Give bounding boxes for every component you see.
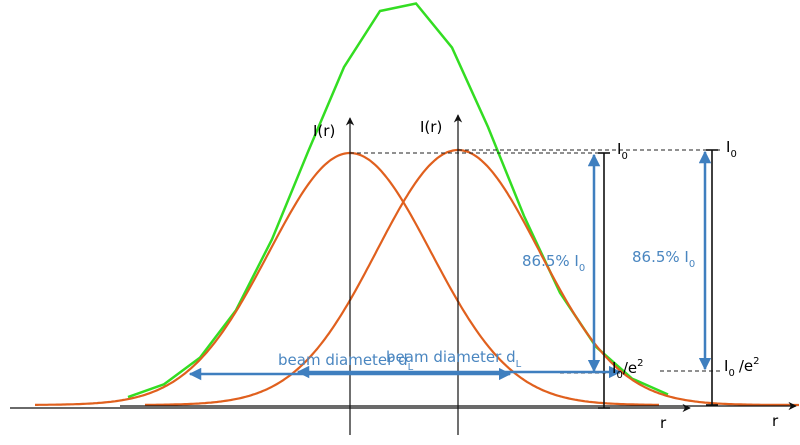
beam-profile	[127, 2, 669, 399]
tail: /e	[739, 357, 753, 375]
peak-label: I0	[617, 140, 628, 162]
axes	[10, 114, 797, 435]
symbol: I	[617, 140, 621, 158]
scale-bars	[598, 149, 718, 409]
text: beam diameter d	[278, 351, 408, 369]
symbol: I	[724, 357, 728, 375]
diameter-label: beam diameter dL	[278, 351, 414, 373]
superscript: 2	[753, 356, 759, 367]
peak-label: I0	[726, 138, 737, 160]
labels: I(r) I(r) r r I0 I0 86.5% I0 86.5% I0 I0…	[278, 118, 779, 432]
superscript: 2	[637, 358, 643, 369]
symbol: I	[612, 359, 616, 377]
subscript: 0	[728, 368, 734, 379]
tail: /e	[623, 359, 637, 377]
axis-label: I(r)	[420, 118, 442, 136]
axis-label: r	[660, 414, 667, 432]
beam-profile	[35, 151, 659, 406]
curves	[35, 2, 799, 407]
fraction-label: 86.5% I0	[632, 248, 695, 270]
blue-arrows	[188, 150, 712, 381]
subscript: 0	[730, 149, 736, 160]
axis-label: I(r)	[313, 122, 335, 140]
subscript: L	[516, 359, 522, 370]
subscript: 0	[689, 259, 695, 270]
text: beam diameter d	[386, 348, 516, 366]
subscript: 0	[621, 151, 627, 162]
subscript: L	[408, 362, 414, 373]
subscript: 0	[616, 370, 622, 381]
diameter-label: beam diameter dL	[386, 348, 522, 370]
text: 86.5% I	[522, 252, 579, 270]
symbol: I	[726, 138, 730, 156]
beam-profile	[144, 148, 799, 407]
subscript: 0	[579, 263, 585, 274]
edge-label: I0/e2	[612, 358, 643, 381]
fraction-label: 86.5% I0	[522, 252, 585, 274]
text: 86.5% I	[632, 248, 689, 266]
edge-label: I0/e2	[724, 356, 759, 379]
axis-label: r	[772, 412, 779, 430]
